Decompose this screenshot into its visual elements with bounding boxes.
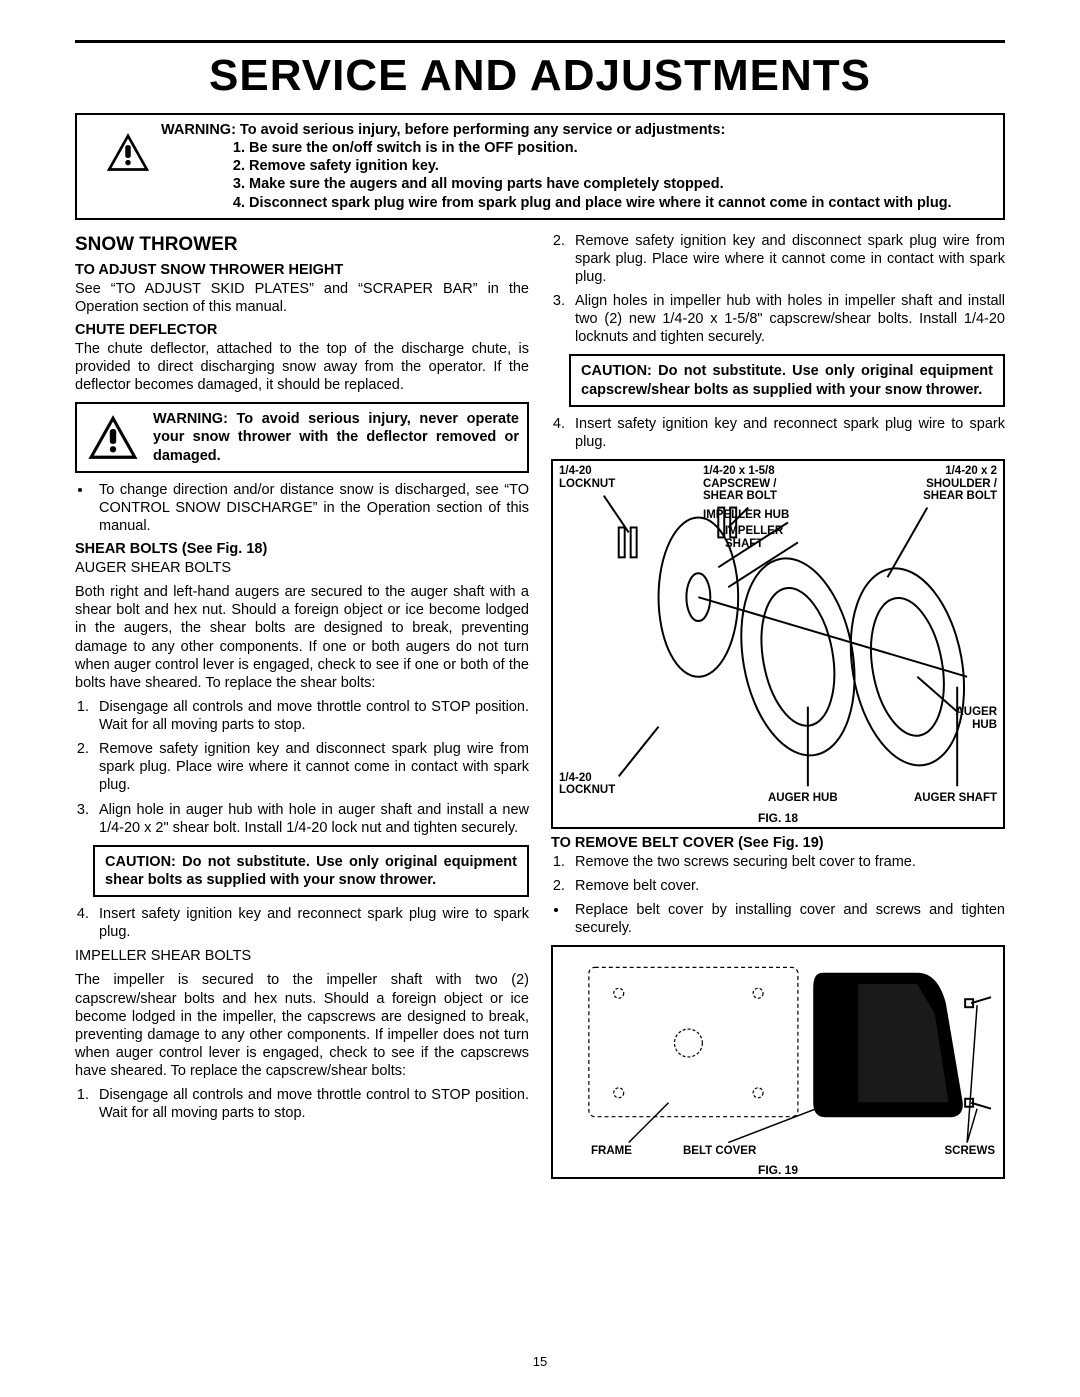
- auger-step: Disengage all controls and move throttle…: [93, 698, 529, 734]
- auger-step: Remove safety ignition key and disconnec…: [93, 740, 529, 794]
- warning-triangle-icon: [105, 129, 151, 175]
- belt-bullet-list: Replace belt cover by installing cover a…: [569, 901, 1005, 937]
- figure-19: FRAME BELT COVER SCREWS FIG. 19: [551, 945, 1005, 1179]
- body-impeller-shear: The impeller is secured to the impeller …: [75, 971, 529, 1080]
- top-warning-item: Disconnect spark plug wire from spark pl…: [249, 194, 993, 212]
- subhead-adjust-height: TO ADJUST SNOW THROWER HEIGHT: [75, 262, 529, 278]
- fig19-caption: FIG. 19: [553, 1164, 1003, 1177]
- page-number: 15: [0, 1354, 1080, 1369]
- warning-triangle-icon: [85, 413, 141, 461]
- top-warning-item: Remove safety ignition key.: [249, 157, 993, 175]
- figure-18: 1/4-20 LOCKNUT 1/4-20 x 1-5/8 CAPSCREW /…: [551, 459, 1005, 829]
- auger-steps: Disengage all controls and move throttle…: [93, 698, 529, 837]
- belt-bullet: Replace belt cover by installing cover a…: [569, 901, 1005, 937]
- fig18-diagram: [559, 467, 997, 797]
- subhead-chute-deflector: CHUTE DEFLECTOR: [75, 322, 529, 338]
- auger-steps-cont: Insert safety ignition key and reconnect…: [93, 905, 529, 941]
- top-rule: [75, 40, 1005, 43]
- chute-warning-box: WARNING: To avoid serious injury, never …: [75, 402, 529, 472]
- two-column-layout: Snow Thrower TO ADJUST SNOW THROWER HEIG…: [75, 230, 1005, 1184]
- body-adjust-height: See “TO ADJUST SKID PLATES” and “SCRAPER…: [75, 280, 529, 316]
- page-title: Service And Adjustments: [75, 51, 1005, 101]
- subhead-belt-cover: TO REMOVE BELT COVER (See Fig. 19): [551, 835, 1005, 851]
- impeller-step-2: Remove safety ignition key and disconnec…: [569, 232, 1005, 286]
- fig19-label-frame: FRAME: [591, 1145, 632, 1158]
- fig19-label-belt-cover: BELT COVER: [683, 1145, 756, 1158]
- auger-step: Align hole in auger hub with hole in aug…: [93, 801, 529, 837]
- left-column: Snow Thrower TO ADJUST SNOW THROWER HEIG…: [75, 230, 529, 1184]
- subhead-shear-bolts: SHEAR BOLTS (See Fig. 18): [75, 541, 529, 557]
- top-warning-text: WARNING: To avoid serious injury, before…: [161, 121, 993, 212]
- top-warning-item: Be sure the on/off switch is in the OFF …: [249, 139, 993, 157]
- impeller-steps-right: Remove safety ignition key and disconnec…: [569, 232, 1005, 347]
- impeller-step-1: Disengage all controls and move throttle…: [93, 1086, 529, 1122]
- belt-step: Remove belt cover.: [569, 877, 1005, 895]
- impeller-step-3: Align holes in impeller hub with holes i…: [569, 292, 1005, 346]
- right-column: Remove safety ignition key and disconnec…: [551, 230, 1005, 1184]
- chute-bullet-list: To change direction and/or distance snow…: [93, 481, 529, 535]
- top-warning-box: WARNING: To avoid serious injury, before…: [75, 113, 1005, 220]
- body-chute-deflector: The chute deflector, attached to the top…: [75, 340, 529, 394]
- belt-step: Remove the two screws securing belt cove…: [569, 853, 1005, 871]
- fig19-diagram: [559, 953, 997, 1143]
- impeller-step-4: Insert safety ignition key and reconnect…: [569, 415, 1005, 451]
- auger-caution-box: CAUTION: Do not substitute. Use only ori…: [93, 845, 529, 897]
- subhead-impeller-shear: IMPELLER SHEAR BOLTS: [75, 947, 529, 965]
- impeller-steps-right-cont: Insert safety ignition key and reconnect…: [569, 415, 1005, 451]
- top-warning-list: Be sure the on/off switch is in the OFF …: [249, 139, 993, 212]
- belt-steps: Remove the two screws securing belt cove…: [569, 853, 1005, 895]
- top-warning-lead: WARNING: To avoid serious injury, before…: [161, 121, 993, 139]
- body-auger-shear: Both right and left-hand augers are secu…: [75, 583, 529, 692]
- fig18-caption: FIG. 18: [553, 812, 1003, 825]
- chute-bullet: To change direction and/or distance snow…: [93, 481, 529, 535]
- fig19-label-screws: SCREWS: [945, 1145, 995, 1158]
- auger-step-4: Insert safety ignition key and reconnect…: [93, 905, 529, 941]
- subhead-auger-shear: AUGER SHEAR BOLTS: [75, 559, 529, 577]
- section-heading-snow-thrower: Snow Thrower: [75, 234, 529, 256]
- chute-warning-text: WARNING: To avoid serious injury, never …: [153, 410, 519, 464]
- top-warning-item: Make sure the augers and all moving part…: [249, 175, 993, 193]
- impeller-steps-left: Disengage all controls and move throttle…: [93, 1086, 529, 1122]
- impeller-caution-box: CAUTION: Do not substitute. Use only ori…: [569, 354, 1005, 406]
